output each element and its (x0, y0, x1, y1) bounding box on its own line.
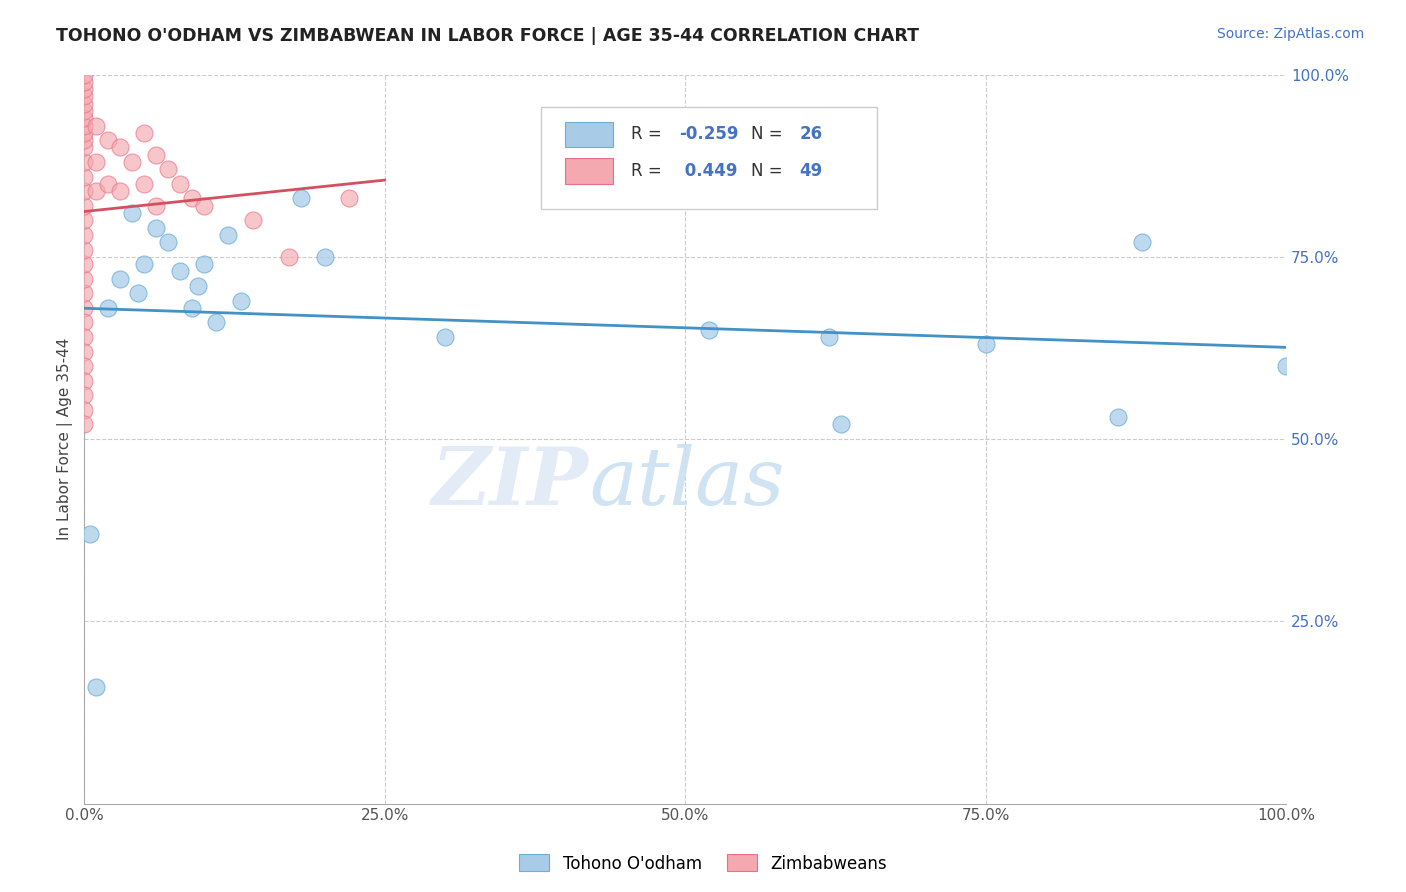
Point (181, 191, 204, 205)
Point (73, 243, 96, 257)
Text: TOHONO O'ODHAM VS ZIMBABWEAN IN LABOR FORCE | AGE 35-44 CORRELATION CHART: TOHONO O'ODHAM VS ZIMBABWEAN IN LABOR FO… (56, 27, 920, 45)
Point (1107, 410, 1129, 425)
Point (73, 374, 96, 388)
Point (697, 323, 720, 337)
Point (73, 227, 96, 242)
Point (73, 403, 96, 417)
Point (193, 257, 215, 271)
Point (73, 96, 96, 111)
Point (73, 417, 96, 432)
Point (110, 140, 132, 154)
Text: Source: ZipAtlas.com: Source: ZipAtlas.com (1216, 27, 1364, 41)
Point (73, 133, 96, 147)
Text: R =: R = (631, 161, 666, 180)
Point (79, 526, 101, 541)
Point (73, 112, 96, 126)
Text: -0.259: -0.259 (679, 125, 738, 144)
Point (73, 344, 96, 359)
Point (97, 133, 120, 147)
FancyBboxPatch shape (541, 107, 877, 210)
Point (73, 271, 96, 285)
Point (134, 126, 156, 140)
Point (134, 257, 156, 271)
Point (73, 82, 96, 96)
Text: 26: 26 (799, 125, 823, 144)
Point (73, 199, 96, 213)
Point (84, 155, 107, 169)
Point (218, 227, 240, 242)
Point (134, 177, 156, 191)
Point (818, 330, 841, 344)
Text: atlas: atlas (589, 444, 785, 522)
Point (73, 286, 96, 301)
Y-axis label: In Labor Force | Age 35-44: In Labor Force | Age 35-44 (58, 338, 73, 541)
Point (1275, 359, 1298, 373)
FancyBboxPatch shape (565, 159, 613, 184)
Point (169, 264, 191, 278)
Point (290, 191, 312, 205)
Point (205, 315, 228, 329)
Point (73, 155, 96, 169)
Point (73, 213, 96, 227)
Point (73, 359, 96, 373)
Point (121, 206, 143, 220)
Point (187, 279, 209, 293)
Point (84, 119, 107, 133)
Point (73, 126, 96, 140)
Point (97, 301, 120, 315)
Point (73, 330, 96, 344)
Point (1130, 235, 1153, 250)
Point (157, 235, 180, 250)
Point (97, 177, 120, 191)
Point (110, 184, 132, 198)
Point (73, 75, 96, 89)
Point (433, 330, 456, 344)
Point (121, 155, 143, 169)
Point (84, 680, 107, 694)
Point (145, 199, 167, 213)
Point (314, 250, 336, 264)
Point (145, 220, 167, 235)
Point (337, 191, 360, 205)
Point (73, 103, 96, 118)
Text: ZIP: ZIP (432, 444, 589, 522)
Point (181, 301, 204, 315)
Point (145, 147, 167, 161)
Point (229, 293, 252, 308)
FancyBboxPatch shape (565, 122, 613, 147)
Point (73, 184, 96, 198)
Point (974, 337, 997, 351)
Point (73, 169, 96, 184)
Text: 0.449: 0.449 (679, 161, 738, 180)
Point (193, 199, 215, 213)
Point (73, 140, 96, 154)
Point (84, 184, 107, 198)
Text: N =: N = (751, 125, 789, 144)
Point (73, 257, 96, 271)
Point (127, 286, 149, 301)
Point (110, 271, 132, 285)
Point (277, 250, 299, 264)
Point (169, 177, 191, 191)
Point (73, 119, 96, 133)
Point (73, 68, 96, 82)
Point (73, 301, 96, 315)
Point (73, 315, 96, 329)
Legend: Tohono O'odham, Zimbabweans: Tohono O'odham, Zimbabweans (513, 847, 893, 880)
Point (73, 388, 96, 402)
Point (830, 417, 852, 432)
Point (242, 213, 264, 227)
Text: N =: N = (751, 161, 789, 180)
Text: 49: 49 (799, 161, 823, 180)
Text: R =: R = (631, 125, 666, 144)
Point (73, 89, 96, 103)
Point (157, 162, 180, 177)
